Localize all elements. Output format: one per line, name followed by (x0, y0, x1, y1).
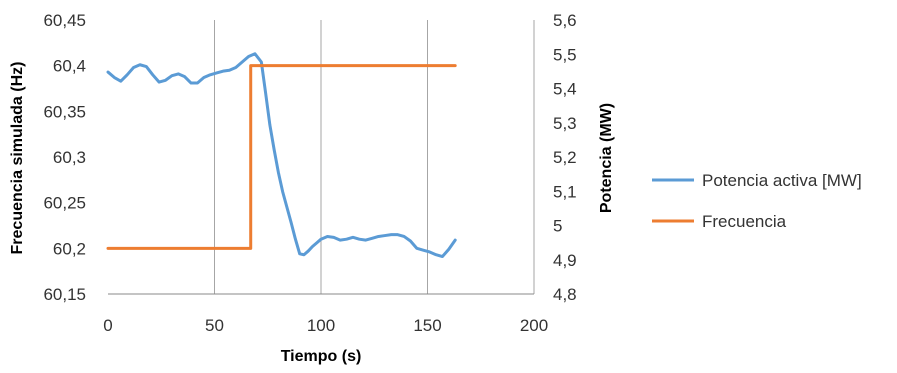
series-lines (106, 52, 457, 259)
series-line-frecuencia (106, 64, 457, 250)
y-right-tick-label: 5,2 (553, 148, 577, 167)
y-right-tick-label: 4,8 (553, 285, 577, 304)
y-right-tick-label: 5,4 (553, 80, 577, 99)
legend-label-potencia: Potencia activa [MW] (702, 171, 862, 190)
y-right-tick-label: 5,5 (553, 45, 577, 64)
y-right-tick-label: 5,3 (553, 114, 577, 133)
y-right-tick-label: 5,1 (553, 182, 577, 201)
series-line-potencia-activa (106, 52, 457, 259)
y-right-tick-label: 4,9 (553, 251, 577, 270)
legend-label-frecuencia: Frecuencia (702, 212, 787, 231)
y-left-tick-label: 60,35 (43, 102, 86, 121)
legend: Potencia activa [MW] Frecuencia (652, 171, 862, 231)
y-left-tick-label: 60,3 (53, 148, 86, 167)
y-left-tick-labels: 60,15 60,2 60,25 60,3 60,35 60,4 60,45 (43, 11, 86, 304)
y-left-axis-title: Frecuencia simulada (Hz) (9, 62, 26, 255)
x-tick-label: 100 (307, 316, 335, 335)
x-tick-labels: 0 50 100 150 200 (103, 316, 548, 335)
y-left-tick-label: 60,45 (43, 11, 86, 30)
x-tick-label: 0 (103, 316, 112, 335)
y-right-axis-title: Potencia (MW) (598, 103, 615, 213)
x-axis-title: Tiempo (s) (281, 348, 362, 365)
y-left-tick-label: 60,15 (43, 285, 86, 304)
y-right-tick-label: 5 (553, 217, 562, 236)
y-right-tick-labels: 4,8 4,9 5 5,1 5,2 5,3 5,4 5,5 5,6 (553, 11, 577, 304)
x-tick-label: 200 (520, 316, 548, 335)
y-right-tick-label: 5,6 (553, 11, 577, 30)
x-tick-label: 150 (413, 316, 441, 335)
y-left-tick-label: 60,25 (43, 194, 86, 213)
y-left-tick-label: 60,2 (53, 239, 86, 258)
y-left-tick-label: 60,4 (53, 57, 86, 76)
x-tick-label: 50 (205, 316, 224, 335)
